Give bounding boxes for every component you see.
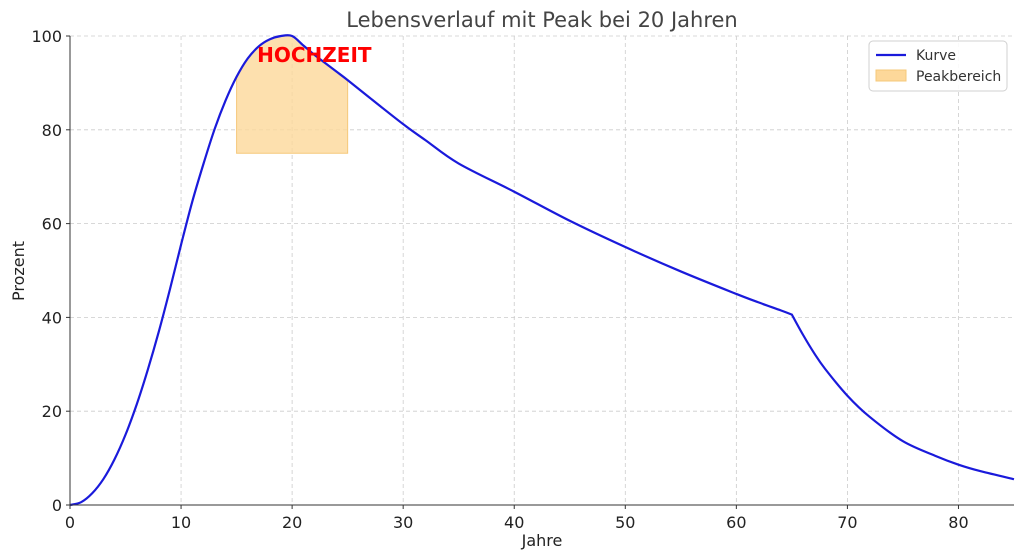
legend-label-peak: Peakbereich	[916, 69, 1001, 85]
y-tick-label: 40	[42, 308, 62, 327]
legend: Kurve Peakbereich	[868, 40, 1008, 92]
x-tick-label: 50	[615, 513, 635, 532]
x-axis-label: Jahre	[521, 531, 563, 550]
x-tick-label: 0	[65, 513, 75, 532]
x-tick-label: 80	[948, 513, 968, 532]
legend-patch-swatch	[875, 69, 907, 82]
y-tick-label: 60	[42, 215, 62, 234]
grid	[69, 35, 1014, 506]
line-layer	[69, 34, 1015, 507]
x-tick-label: 60	[726, 513, 746, 532]
x-tick-label: 70	[837, 513, 857, 532]
x-tick-label: 10	[171, 513, 191, 532]
y-tick-label: 100	[31, 27, 62, 46]
annotation-label: HOCHZEIT	[257, 43, 372, 67]
y-tick-label: 20	[42, 402, 62, 421]
chart-title: Lebensverlauf mit Peak bei 20 Jahren	[346, 8, 737, 32]
y-tick-label: 0	[52, 496, 62, 515]
tick-labels: 0 10 20 30 40 50 60 70 80 0 20 40 60 80 100	[31, 27, 968, 532]
y-tick-label: 80	[42, 121, 62, 140]
axes	[66, 35, 1014, 509]
y-axis-label: Prozent	[9, 241, 28, 301]
x-tick-label: 20	[282, 513, 302, 532]
x-tick-label: 30	[393, 513, 413, 532]
x-tick-label: 40	[504, 513, 524, 532]
legend-label-curve: Kurve	[916, 48, 956, 64]
series-line-kurve	[69, 34, 1015, 507]
